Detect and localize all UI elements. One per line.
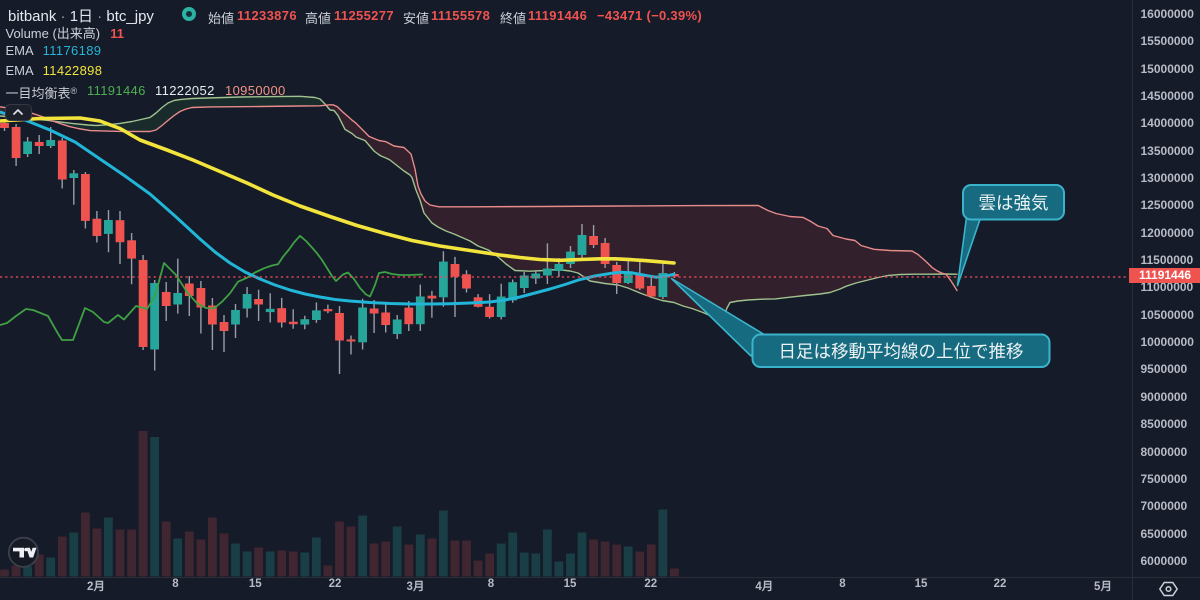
svg-text:雲は強気: 雲は強気 <box>979 193 1049 213</box>
svg-text:日足は移動平均線の上位で推移: 日足は移動平均線の上位で推移 <box>779 342 1024 362</box>
